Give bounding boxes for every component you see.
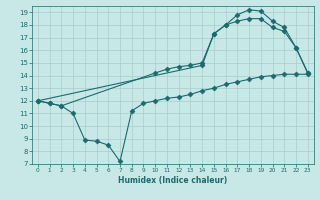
X-axis label: Humidex (Indice chaleur): Humidex (Indice chaleur) [118, 176, 228, 185]
